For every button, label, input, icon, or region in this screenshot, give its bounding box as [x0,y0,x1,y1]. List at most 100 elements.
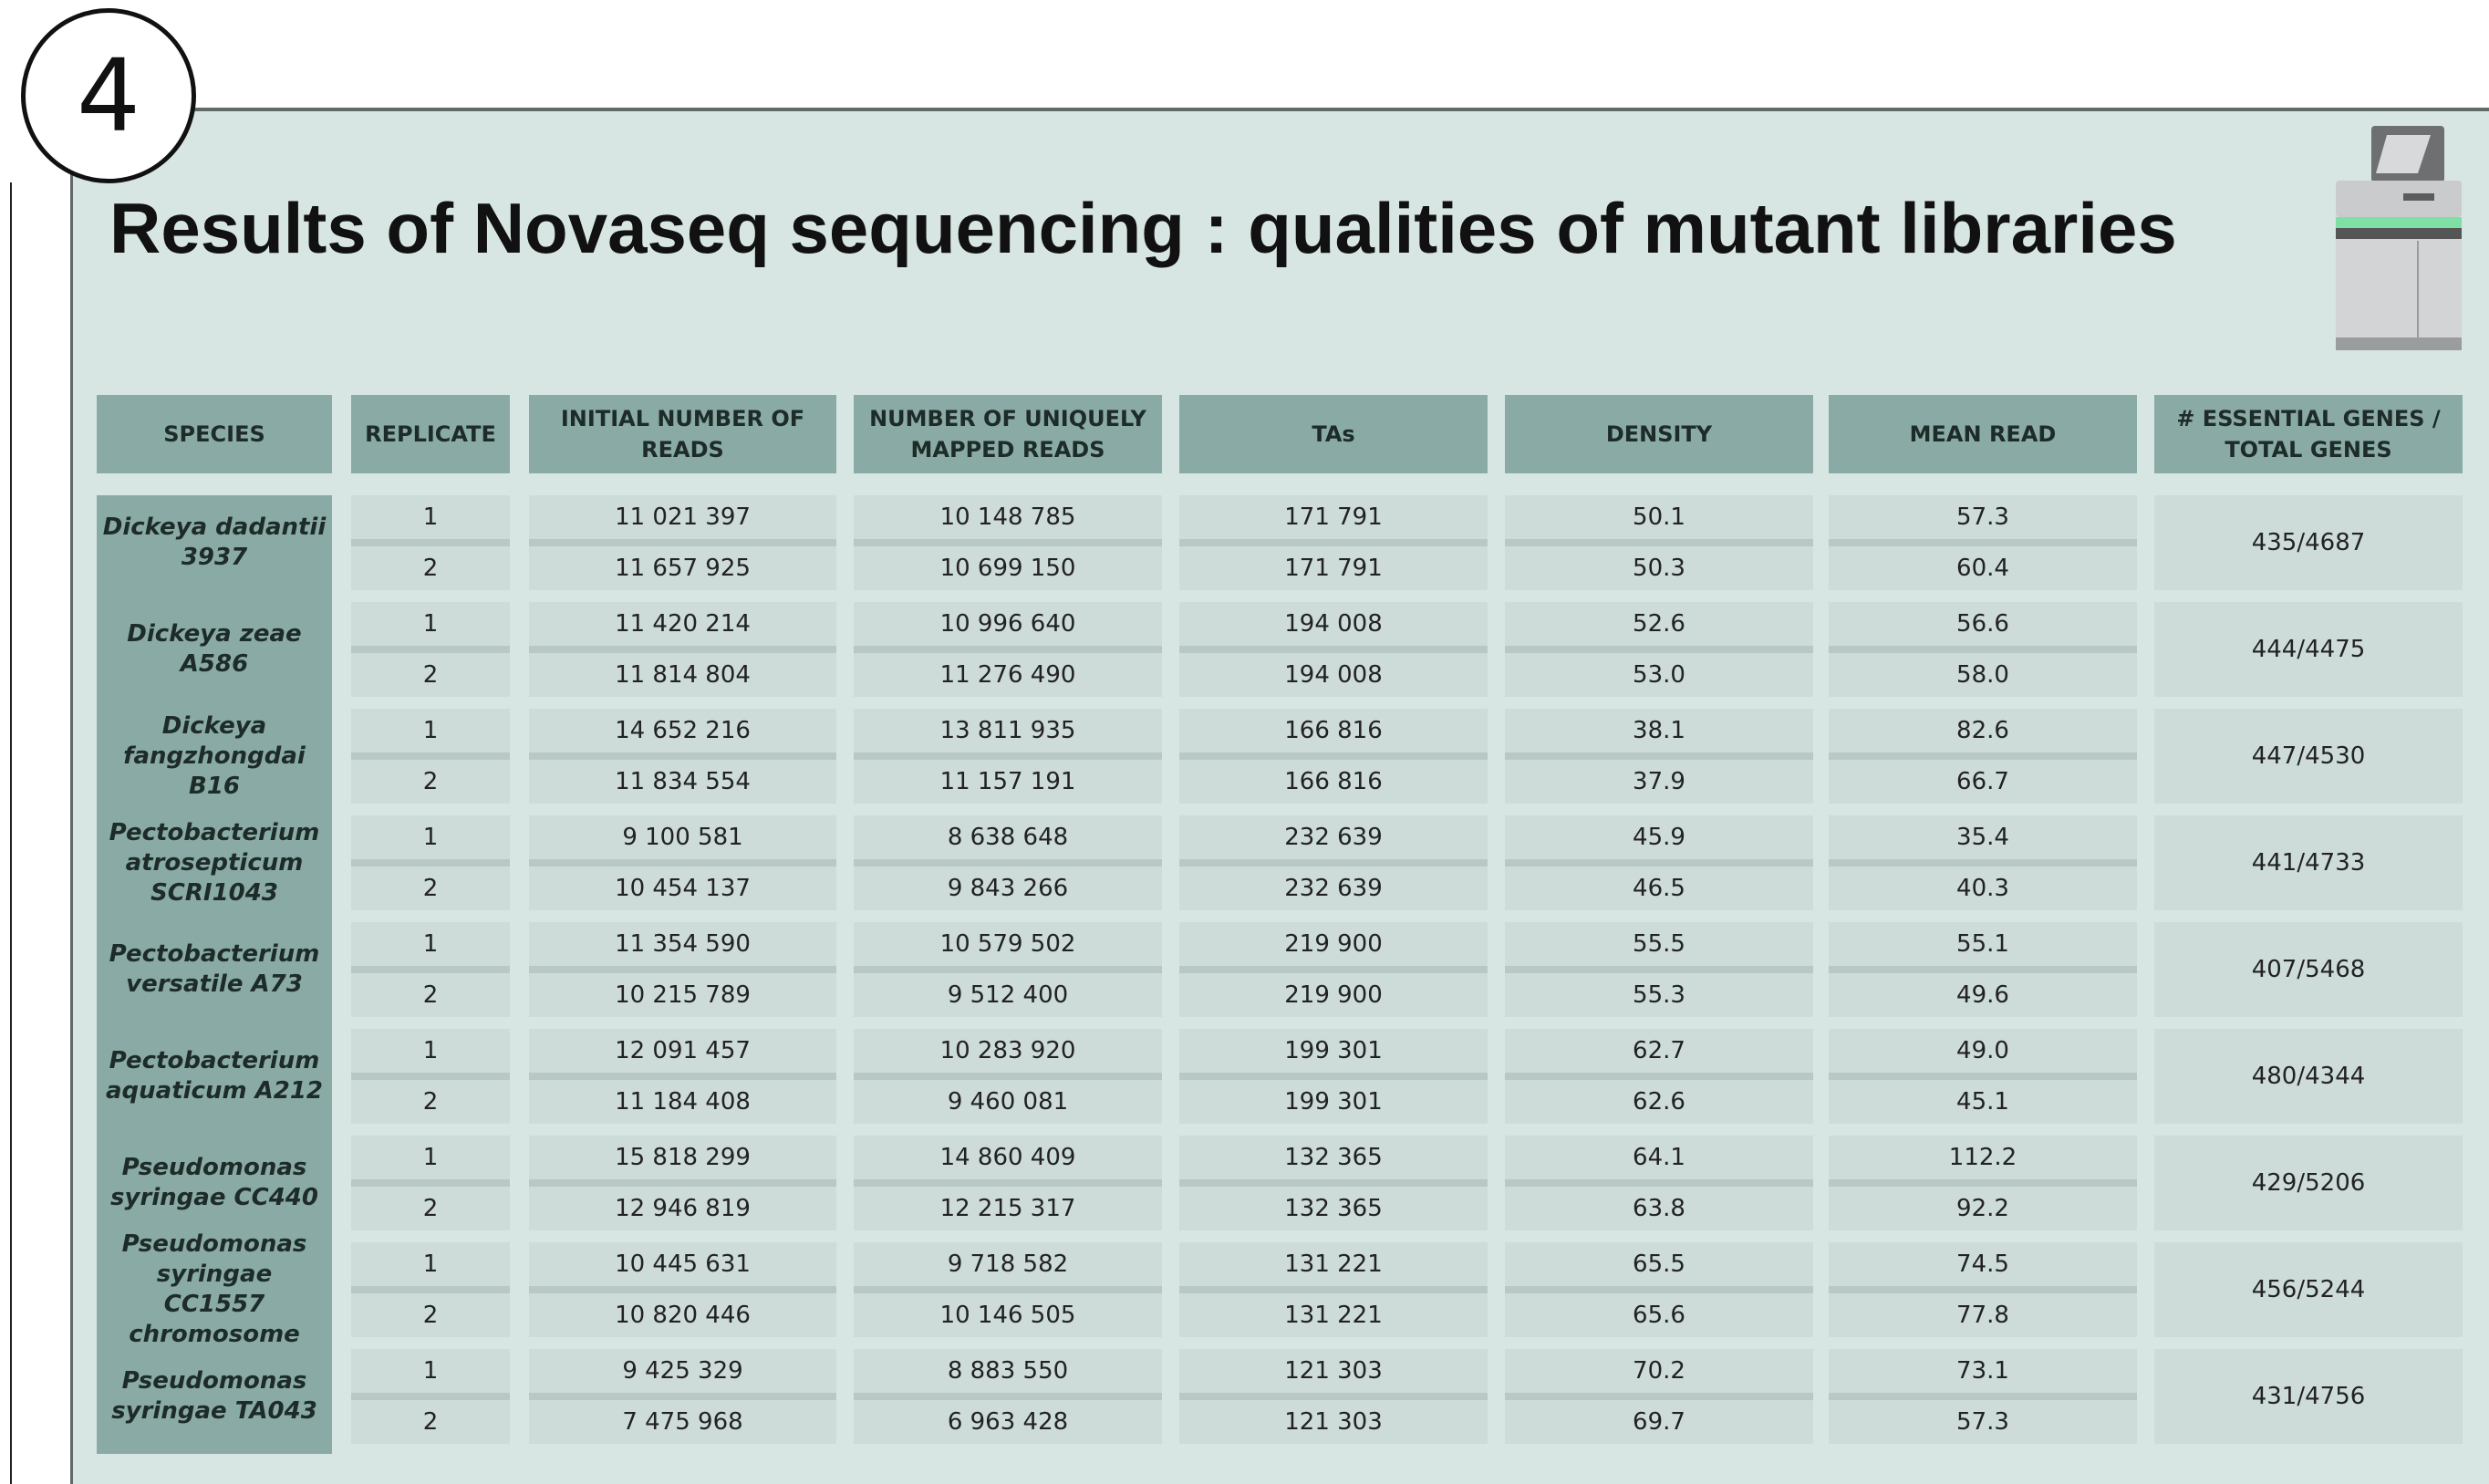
table-cell: 10 579 502 [854,922,1162,966]
table-cell: 65.5 [1505,1242,1813,1286]
table-cell: 11 834 554 [529,760,836,804]
row-divider [1829,859,2137,867]
row-divider [529,1073,836,1080]
table-cell: 11 157 191 [854,760,1162,804]
table-cell: 55.1 [1829,922,2137,966]
essential-cell: 447/4530 [2154,709,2463,804]
table-cell: 132 365 [1179,1136,1488,1179]
table-cell: 232 639 [1179,815,1488,859]
table-cell: 199 301 [1179,1029,1488,1073]
row-divider [351,966,510,973]
table-cell: 11 276 490 [854,653,1162,697]
table-cell: 9 100 581 [529,815,836,859]
table-cell: 49.0 [1829,1029,2137,1073]
row-divider [351,1393,510,1400]
table-cell: 171 791 [1179,495,1488,539]
table-cell: 14 860 409 [854,1136,1162,1179]
row-divider [1505,1179,1813,1187]
species-name: Dickeya zeae A586 [97,602,332,697]
table-cell: 53.0 [1505,653,1813,697]
table-cell: 11 354 590 [529,922,836,966]
row-divider [1505,539,1813,546]
table-cell: 2 [351,1293,510,1337]
table-cell: 2 [351,653,510,697]
essential-cell: 456/5244 [2154,1242,2463,1337]
table-cell: 10 148 785 [854,495,1162,539]
row-divider [1505,966,1813,973]
table-cell: 92.2 [1829,1187,2137,1230]
table-cell: 171 791 [1179,546,1488,590]
row-divider [1505,859,1813,867]
row-divider [529,1393,836,1400]
species-name: Pectobacterium atrosepticum SCRI1043 [97,815,332,910]
table-cell: 2 [351,1080,510,1124]
column-header: # ESSENTIAL GENES / TOTAL GENES [2154,395,2463,473]
row-divider [1829,1393,2137,1400]
table-cell: 46.5 [1505,867,1813,910]
table-cell: 10 215 789 [529,973,836,1017]
row-divider [1829,646,2137,653]
row-divider [1505,752,1813,760]
essential-cell: 435/4687 [2154,495,2463,590]
table-cell: 13 811 935 [854,709,1162,752]
table-cell: 194 008 [1179,653,1488,697]
table-cell: 82.6 [1829,709,2137,752]
row-divider [1505,646,1813,653]
row-divider [1179,1073,1488,1080]
table-cell: 121 303 [1179,1400,1488,1444]
row-divider [529,859,836,867]
table-cell: 132 365 [1179,1187,1488,1230]
table-cell: 10 146 505 [854,1293,1162,1337]
table-cell: 11 184 408 [529,1080,836,1124]
column-header: NUMBER OF UNIQUELY MAPPED READS [854,395,1162,473]
table-cell: 10 699 150 [854,546,1162,590]
table-cell: 50.1 [1505,495,1813,539]
table-cell: 38.1 [1505,709,1813,752]
table-cell: 199 301 [1179,1080,1488,1124]
row-divider [854,966,1162,973]
row-divider [351,1073,510,1080]
table-cell: 74.5 [1829,1242,2137,1286]
table-cell: 62.6 [1505,1080,1813,1124]
row-divider [1829,752,2137,760]
table-cell: 9 425 329 [529,1349,836,1393]
table-cell: 8 883 550 [854,1349,1162,1393]
table-cell: 52.6 [1505,602,1813,646]
table-cell: 55.3 [1505,973,1813,1017]
row-divider [1179,859,1488,867]
row-divider [351,1179,510,1187]
table-cell: 69.7 [1505,1400,1813,1444]
table-cell: 9 843 266 [854,867,1162,910]
essential-cell: 407/5468 [2154,922,2463,1017]
table-cell: 11 021 397 [529,495,836,539]
table-cell: 70.2 [1505,1349,1813,1393]
table-cell: 10 454 137 [529,867,836,910]
table-cell: 57.3 [1829,1400,2137,1444]
table-cell: 55.5 [1505,922,1813,966]
table-cell: 10 283 920 [854,1029,1162,1073]
row-divider [1829,1073,2137,1080]
row-divider [1505,1393,1813,1400]
column-header: MEAN READ [1829,395,2137,473]
table-cell: 9 718 582 [854,1242,1162,1286]
table-cell: 2 [351,546,510,590]
essential-cell: 480/4344 [2154,1029,2463,1124]
table-cell: 1 [351,709,510,752]
table-cell: 11 814 804 [529,653,836,697]
table-cell: 2 [351,760,510,804]
margin-line [10,182,12,1484]
table-cell: 1 [351,922,510,966]
table-cell: 9 512 400 [854,973,1162,1017]
table-cell: 57.3 [1829,495,2137,539]
table-cell: 2 [351,1187,510,1230]
table-cell: 166 816 [1179,760,1488,804]
row-divider [854,646,1162,653]
table-cell: 11 657 925 [529,546,836,590]
table-cell: 56.6 [1829,602,2137,646]
table-cell: 2 [351,1400,510,1444]
essential-cell: 431/4756 [2154,1349,2463,1444]
table-cell: 73.1 [1829,1349,2137,1393]
table-cell: 1 [351,495,510,539]
row-divider [1505,1073,1813,1080]
column-header: SPECIES [97,395,332,473]
